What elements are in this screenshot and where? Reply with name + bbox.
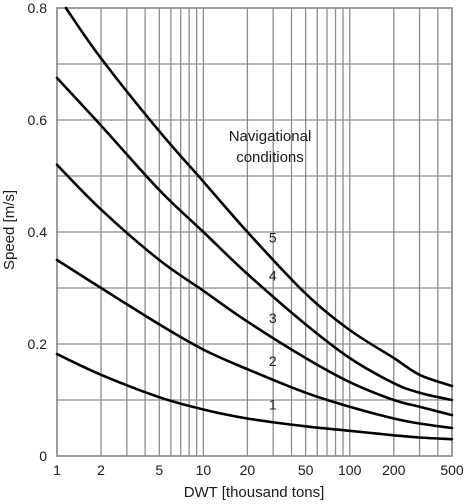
y-tick-label: 0 — [39, 448, 47, 464]
curve-4 — [55, 76, 454, 402]
x-tick-label: 200 — [382, 462, 406, 478]
x-tick-label: 2 — [97, 462, 105, 478]
curve-3 — [55, 163, 454, 417]
x-tick-label: 100 — [338, 462, 362, 478]
y-axis-label: Speed [m/s] — [1, 190, 18, 270]
annotation-line-1: Navigational — [229, 128, 312, 145]
x-tick-label: 20 — [240, 462, 256, 478]
curve-1 — [55, 352, 454, 441]
curve-label-2: 2 — [269, 353, 277, 369]
y-tick-label: 0.6 — [28, 112, 48, 128]
y-tick-label: 0.8 — [28, 0, 48, 16]
y-tick-label: 0.2 — [28, 336, 48, 352]
curve-label-5: 5 — [269, 230, 277, 246]
x-tick-label: 10 — [196, 462, 212, 478]
plot-frame — [56, 7, 453, 457]
x-tick-label: 50 — [298, 462, 314, 478]
curve-5 — [64, 6, 454, 388]
grid — [56, 7, 453, 457]
curve-label-4: 4 — [269, 268, 277, 284]
curve-label-1: 1 — [269, 396, 277, 412]
curve-labels: 1 2 3 4 5 — [269, 230, 277, 413]
x-axis-label: DWT [thousand tons] — [184, 484, 325, 501]
curves — [55, 6, 454, 441]
x-tick-label: 500 — [440, 462, 464, 478]
x-tick-label: 1 — [53, 462, 61, 478]
y-tick-label: 0.4 — [28, 224, 48, 240]
tick-labels: 1 2 5 10 20 50 100 200 500 0 0.2 0.4 0.6 0.8 — [28, 0, 464, 478]
annotation-line-2: conditions — [236, 149, 304, 166]
curve-label-3: 3 — [269, 310, 277, 326]
x-tick-label: 5 — [155, 462, 163, 478]
curve-2 — [55, 258, 454, 430]
